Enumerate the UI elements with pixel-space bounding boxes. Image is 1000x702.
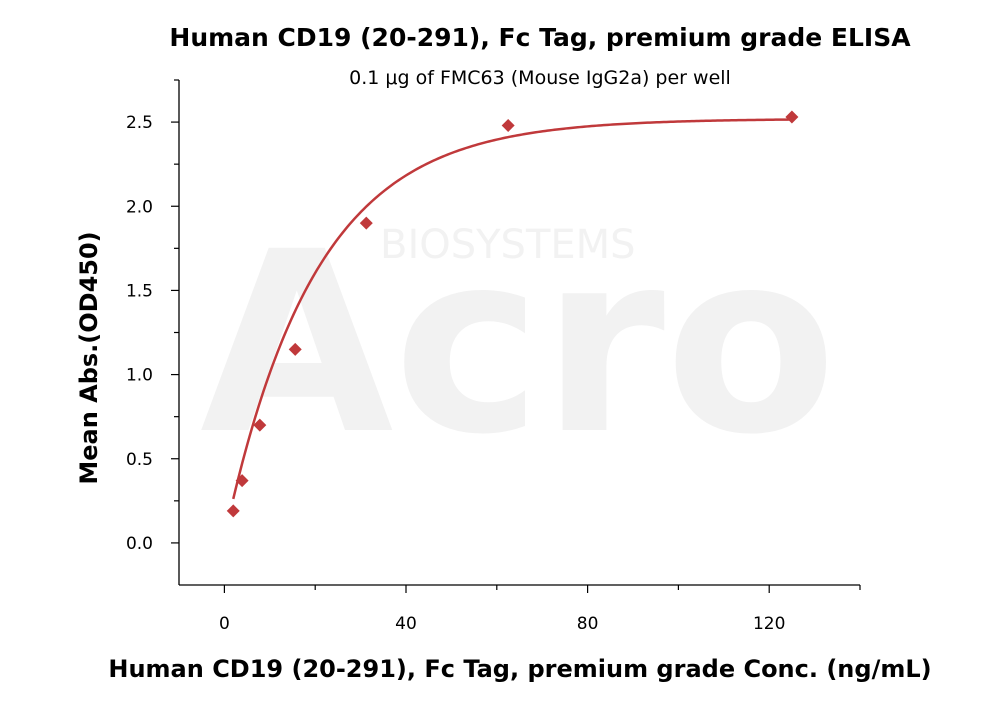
tick-marks (171, 79, 861, 593)
x-tick-label: 40 (395, 614, 417, 634)
chart-title: Human CD19 (20-291), Fc Tag, premium gra… (169, 23, 911, 52)
x-axis-label: Human CD19 (20-291), Fc Tag, premium gra… (108, 655, 931, 683)
x-tick-label: 120 (753, 614, 785, 634)
watermark-tagline: BIOSYSTEMS (380, 222, 636, 268)
y-tick-label: 0.5 (126, 450, 153, 470)
x-tick-label: 80 (577, 614, 599, 634)
data-point (226, 504, 240, 518)
data-point (785, 110, 799, 124)
y-tick-label: 1.0 (126, 366, 153, 386)
fit-curve (232, 118, 792, 500)
chart-subtitle: 0.1 μg of FMC63 (Mouse IgG2a) per well (349, 67, 731, 89)
data-point (253, 418, 267, 432)
y-axis-label: Mean Abs.(OD450) (75, 231, 103, 484)
data-points (226, 110, 799, 518)
y-tick-label: 2.5 (126, 113, 153, 133)
tick-labels: 0 40 80 120 0.0 0.5 1.0 1.5 2.0 2.5 (126, 113, 785, 634)
data-point (501, 118, 515, 132)
watermark-brand: Acro (200, 198, 837, 489)
y-tick-label: 2.0 (126, 197, 153, 217)
y-tick-label: 0.0 (126, 534, 153, 554)
data-point (288, 342, 302, 356)
data-point (235, 474, 249, 488)
x-tick-label: 0 (219, 614, 230, 634)
data-point (359, 216, 373, 230)
y-tick-label: 1.5 (126, 281, 153, 301)
